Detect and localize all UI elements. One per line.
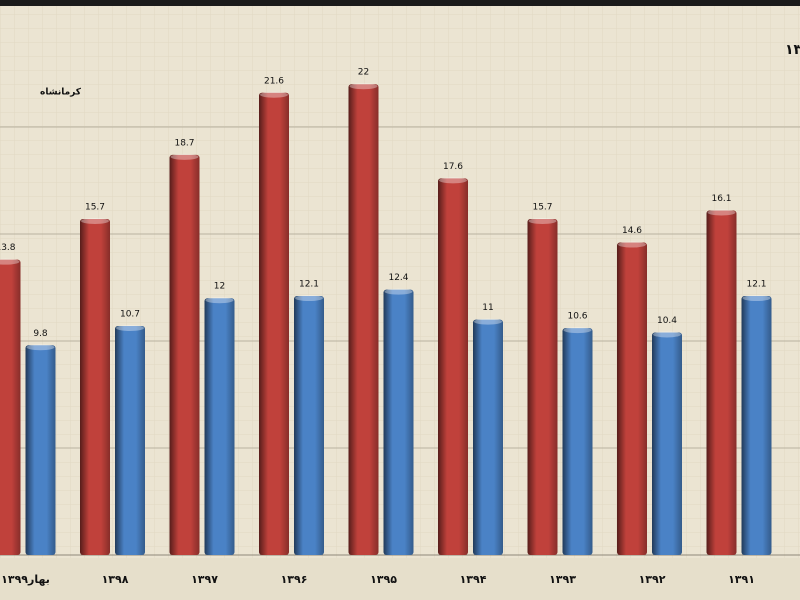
value-label: 11 (482, 303, 493, 313)
bar-shade (741, 296, 772, 555)
x-tick-label: ۱۳۹۶ (281, 573, 308, 586)
bar-cap (563, 327, 592, 334)
x-tick-label: ۱۳۹۵ (370, 573, 397, 586)
value-label: 12.4 (388, 273, 408, 283)
value-label: 21.6 (264, 76, 284, 86)
value-label: 15.7 (85, 203, 105, 213)
bar-cap (707, 209, 736, 216)
value-label: 16.1 (711, 194, 731, 204)
bar-cap (474, 318, 502, 325)
bar-shade (652, 332, 682, 555)
bar-cap (170, 153, 199, 160)
top-border (0, 0, 800, 6)
bar-shade (438, 178, 468, 556)
bar-shade (169, 154, 200, 555)
bar-cap (26, 344, 55, 351)
value-label: 10.6 (567, 312, 587, 322)
value-label: 15.7 (532, 203, 552, 213)
x-tick-label: ۱۳۹۳ (549, 573, 576, 586)
value-label: 12 (214, 282, 225, 292)
value-label: 12.1 (746, 280, 766, 290)
bar-shade (80, 219, 110, 555)
bar-cap (81, 218, 109, 225)
bar-cap (528, 218, 557, 225)
bar-shade (25, 345, 56, 555)
bar-shade (259, 92, 289, 555)
bar-cap (439, 177, 467, 184)
bar-shade (0, 259, 21, 555)
value-label: 10.4 (657, 316, 677, 326)
bar-shade (706, 210, 737, 555)
axis-strip (0, 558, 800, 600)
value-label: 10.7 (120, 310, 140, 320)
plot: بهار۱۳۹۹ 13.8 9.8 ۱۳۹۸ 15.7 10.7 ۱۳۹۷ 18.7 12 ۱۳۹… (0, 68, 800, 586)
bar-shade (473, 319, 503, 555)
bar-cap (260, 91, 288, 98)
bar-cap (618, 241, 646, 248)
bar-cap (349, 83, 378, 90)
x-tick-label: ۱۳۹۸ (102, 573, 129, 586)
bar-cap (384, 288, 413, 295)
bar-shade (562, 328, 593, 555)
bar-shade (617, 242, 647, 555)
bar-cap (0, 258, 20, 265)
value-label: 22 (358, 68, 369, 78)
bar-shade (294, 296, 324, 555)
bar-cap (205, 297, 234, 304)
value-label: 9.8 (33, 329, 48, 339)
x-tick-label: ۱۳۹۴ (460, 573, 487, 586)
x-tick-label: ۱۳۹۷ (191, 573, 218, 586)
bar-shade (204, 298, 235, 555)
bar-cap (742, 295, 771, 302)
bar-cap (653, 331, 681, 338)
value-label: 12.1 (299, 280, 319, 290)
value-label: 13.8 (0, 243, 16, 253)
chart-title: بیکاری استان کرمانشاه با میانگین کشوری ا… (785, 41, 800, 58)
bar-cap (295, 295, 323, 302)
bar-shade (348, 84, 379, 555)
x-tick-label: ۱۳۹۲ (639, 573, 666, 586)
bar-cap (116, 325, 144, 332)
x-tick-label: بهار۱۳۹۹ (1, 573, 50, 586)
value-label: 17.6 (443, 162, 463, 172)
value-label: 18.7 (174, 138, 194, 148)
bar-shade (115, 326, 145, 555)
legend-label: کرمانشاه (40, 88, 82, 98)
bar-shade (527, 219, 558, 555)
value-label: 14.6 (622, 226, 642, 236)
x-tick-label: ۱۳۹۱ (728, 573, 755, 586)
bar-shade (383, 289, 414, 555)
